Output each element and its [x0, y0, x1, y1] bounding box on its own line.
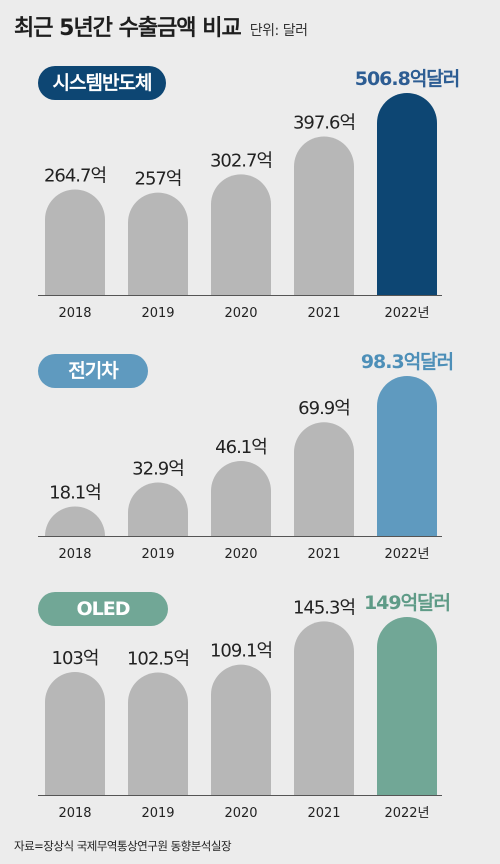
x-tick-label: 2020: [224, 306, 257, 321]
x-tick-label: 2022년: [384, 306, 429, 321]
bar-2020: [211, 460, 271, 536]
bar-chart: 18.1억 2018 32.9억 2019 46.1억 2020 69.9억 2021 98.3…: [38, 351, 454, 562]
data-label: 149억달러: [364, 592, 450, 614]
data-label: 18.1억: [49, 483, 101, 504]
bar-2021: [294, 621, 354, 795]
bar-2018: [45, 506, 105, 536]
x-tick-label: 2021: [307, 547, 340, 562]
bar-2018: [45, 671, 105, 795]
bar-chart: 264.7억 2018 257억 2019 302.7억 2020 397.6억 2021 50…: [38, 68, 460, 321]
data-label: 46.1억: [215, 437, 267, 458]
data-label: 102.5억: [127, 649, 189, 670]
data-label: 506.8억달러: [355, 68, 460, 90]
bar-2021: [294, 136, 354, 295]
x-tick-label: 2022년: [384, 806, 429, 821]
data-label: 257억: [135, 169, 182, 190]
bar-2022년: [377, 93, 437, 295]
x-tick-label: 2022년: [384, 547, 429, 562]
unit-label: 단위: 달러: [249, 23, 308, 39]
x-tick-label: 2018: [58, 547, 91, 562]
data-label: 32.9억: [132, 458, 184, 479]
bar-2019: [128, 672, 188, 795]
header: 최근 5년간 수출금액 비교 단위: 달러: [14, 10, 308, 50]
data-label: 103억: [52, 648, 99, 669]
bar-2022년: [377, 376, 437, 536]
x-tick-label: 2018: [58, 806, 91, 821]
x-tick-label: 2019: [141, 306, 174, 321]
x-tick-label: 2020: [224, 547, 257, 562]
x-tick-label: 2019: [141, 547, 174, 562]
bar-2021: [294, 422, 354, 536]
category-pill: OLED: [38, 592, 168, 626]
x-tick-label: 2021: [307, 306, 340, 321]
x-tick-label: 2018: [58, 306, 91, 321]
panel-system-semiconductor: 시스템반도체 264.7억 2018 257억 2019 302.7억 2020 397.6…: [0, 66, 500, 326]
data-label: 397.6억: [293, 113, 355, 134]
panel-ev: 전기차 18.1억 2018 32.9억 2019 46.1억 2020 69.9억 2021…: [0, 351, 500, 574]
bar-chart: 103억 2018 102.5억 2019 109.1억 2020 145.3억 2021 14…: [38, 592, 451, 821]
bar-2020: [211, 174, 271, 295]
x-tick-label: 2021: [307, 806, 340, 821]
data-label: 302.7억: [210, 150, 272, 171]
panel-oled: OLED 103억 2018 102.5억 2019 109.1억 2020 145.3억 2…: [0, 592, 500, 832]
category-pill: 전기차: [38, 354, 148, 388]
data-label: 109.1억: [210, 641, 272, 662]
bar-2019: [128, 192, 188, 295]
x-tick-label: 2019: [141, 806, 174, 821]
bar-2020: [211, 664, 271, 795]
source-note: 자료=장상식 국제무역통상연구원 동향분석실장: [14, 839, 232, 853]
category-pill: 시스템반도체: [38, 66, 166, 100]
bar-2019: [128, 482, 188, 536]
bar-2022년: [377, 617, 437, 795]
data-label: 98.3억달러: [361, 351, 453, 373]
bar-2018: [45, 189, 105, 295]
data-label: 145.3억: [293, 597, 355, 618]
chart-title: 최근 5년간 수출금액 비교: [14, 16, 242, 41]
data-label: 69.9억: [298, 398, 350, 419]
data-label: 264.7억: [44, 165, 106, 186]
x-tick-label: 2020: [224, 806, 257, 821]
